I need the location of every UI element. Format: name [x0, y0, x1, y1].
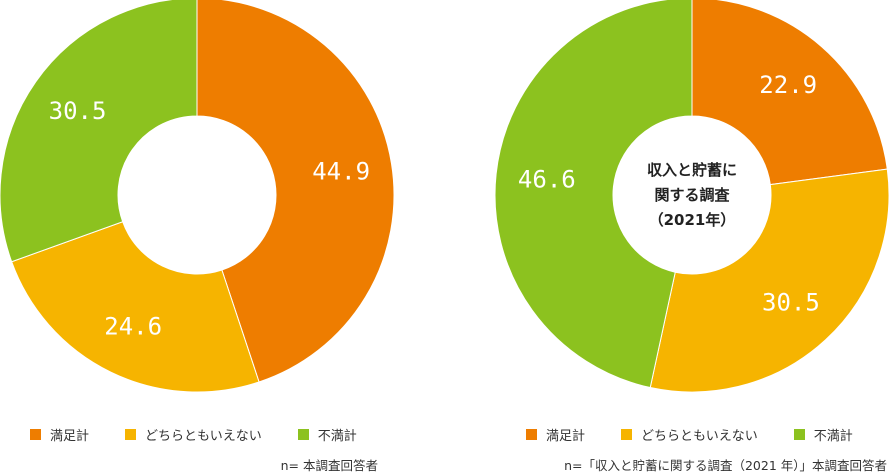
- right-slice-neutral: [649, 168, 890, 393]
- legend-swatch-dissatisfied: [297, 429, 309, 440]
- right-legend: 満足計 どちらともいえない 不満計: [526, 425, 853, 444]
- left-slice-satisfied: [196, 0, 395, 383]
- right-legend-item-dissatisfied: 不満計: [793, 425, 853, 444]
- left-slice-neutral: [11, 221, 260, 393]
- left-sample-note: n= 本調査回答者: [280, 458, 378, 473]
- legend-label: 不満計: [813, 429, 853, 444]
- right-slice-label-neutral: 30.5: [762, 288, 820, 316]
- left-legend-item-neutral: どちらともいえない: [125, 425, 262, 444]
- legend-swatch-dissatisfied: [793, 429, 805, 440]
- legend-label: 満足計: [50, 429, 90, 444]
- left-slice-label-dissatisfied: 30.5: [49, 97, 107, 125]
- right-center-line-2: 関する調査: [654, 186, 730, 204]
- left-slice-dissatisfied: [0, 0, 198, 263]
- right-slice-dissatisfied: [494, 0, 693, 389]
- left-slice-label-satisfied: 44.9: [312, 158, 370, 186]
- left-legend: 満足計 どちらともいえない 不満計: [30, 425, 357, 444]
- right-center-label: 収入と貯蓄に 関する調査 （2021年）: [612, 158, 772, 233]
- right-slice-label-dissatisfied: 46.6: [518, 165, 576, 193]
- legend-swatch-satisfied: [30, 429, 41, 440]
- right-sample-note: n=「収入と貯蓄に関する調査（2021 年）」本調査回答者: [564, 458, 887, 473]
- right-slice-satisfied: [691, 0, 888, 186]
- legend-label: どちらともいえない: [641, 429, 758, 444]
- right-slice-label-satisfied: 22.9: [759, 71, 817, 99]
- legend-swatch-neutral: [621, 429, 633, 440]
- left-legend-item-satisfied: 満足計: [30, 425, 89, 444]
- right-center-line-3: （2021年）: [648, 211, 736, 229]
- left-slice-label-neutral: 24.6: [104, 312, 162, 340]
- left-legend-item-dissatisfied: 不満計: [297, 425, 357, 444]
- right-center-line-1: 収入と貯蓄に: [646, 161, 737, 179]
- legend-label: どちらともいえない: [145, 429, 262, 444]
- legend-label: 不満計: [317, 429, 357, 444]
- legend-swatch-satisfied: [526, 429, 537, 440]
- legend-swatch-neutral: [125, 429, 137, 440]
- right-legend-item-neutral: どちらともいえない: [621, 425, 758, 444]
- right-legend-item-satisfied: 満足計: [526, 425, 585, 444]
- legend-label: 満足計: [546, 429, 586, 444]
